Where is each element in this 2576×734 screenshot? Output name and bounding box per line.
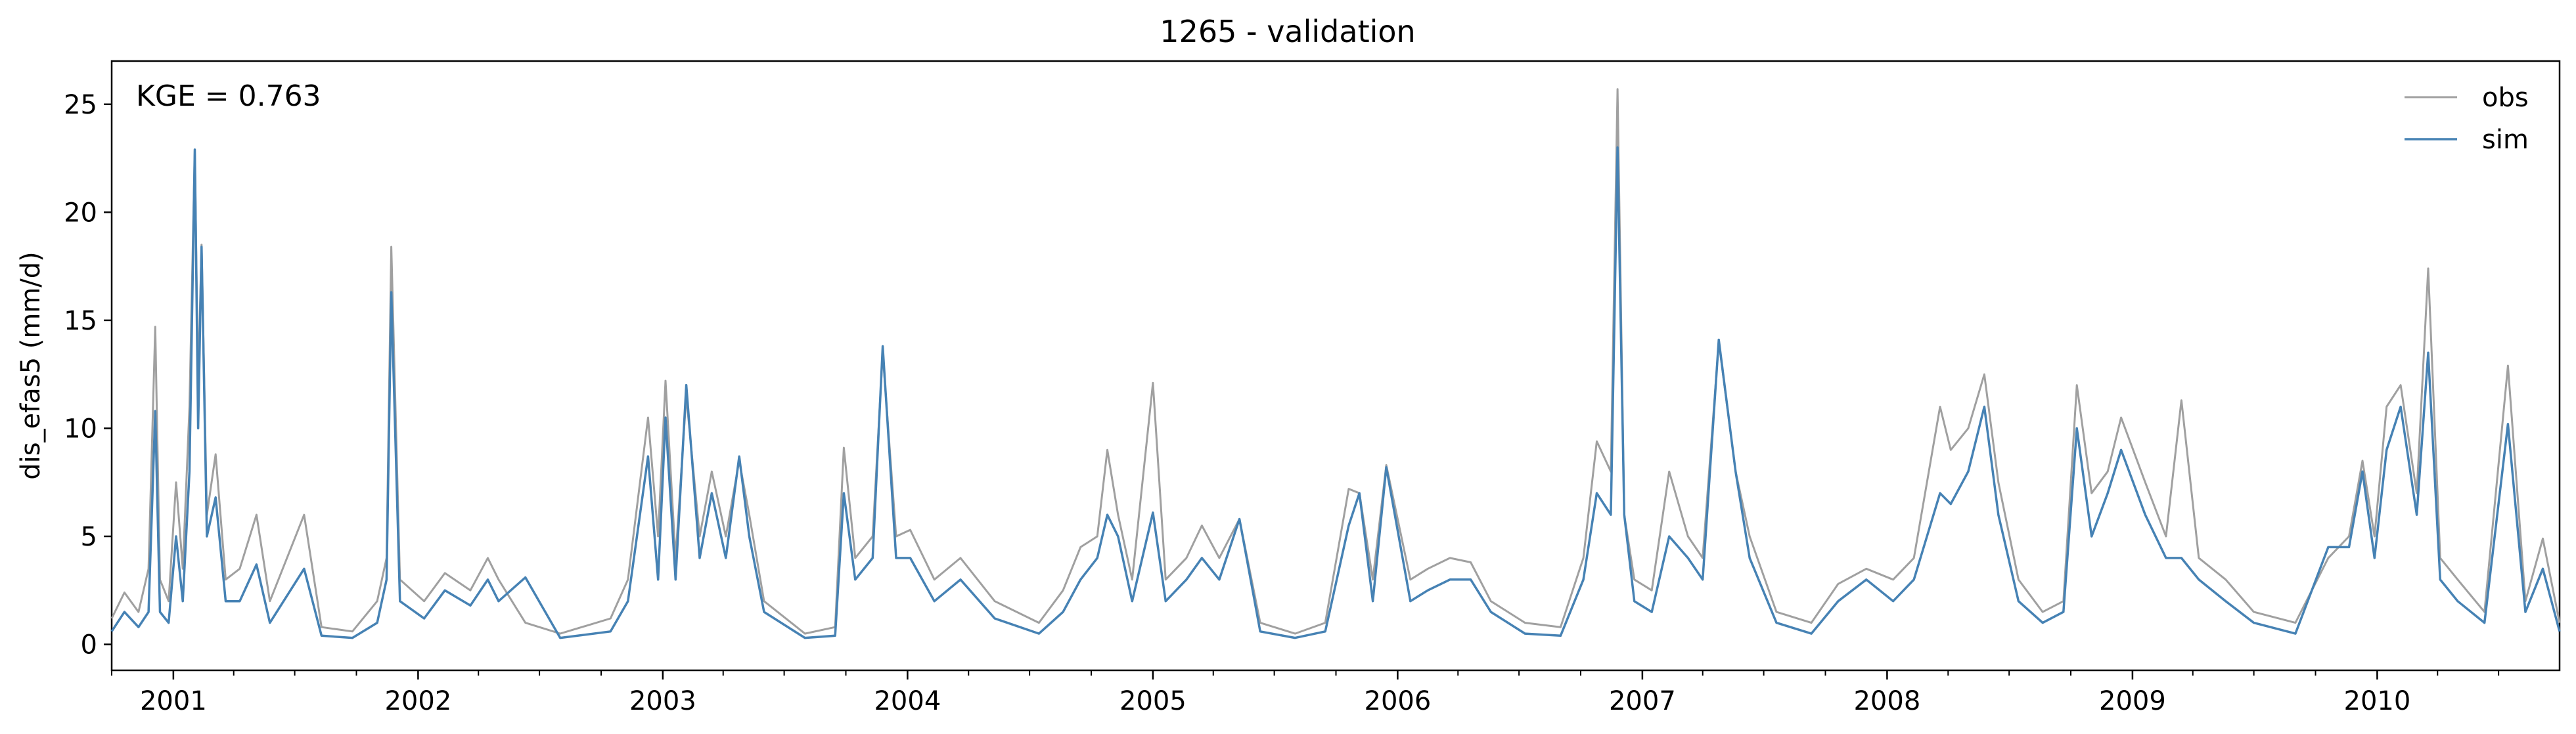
x-tick-label: 2002 bbox=[384, 686, 451, 716]
x-tick-label: 2009 bbox=[2099, 686, 2166, 716]
y-tick-label: 5 bbox=[81, 522, 97, 552]
plot-frame bbox=[110, 60, 2561, 672]
y-tick-label: 15 bbox=[64, 306, 97, 336]
y-tick-label: 10 bbox=[64, 414, 97, 444]
series-layer bbox=[110, 88, 2561, 639]
kge-annotation: KGE = 0.763 bbox=[136, 79, 321, 113]
y-tick-label: 20 bbox=[64, 198, 97, 228]
chart-title: 1265 - validation bbox=[1160, 14, 1415, 49]
x-tick-label: 2006 bbox=[1365, 686, 1432, 716]
y-tick-label: 0 bbox=[81, 630, 97, 660]
legend-label-sim: sim bbox=[2482, 125, 2529, 155]
x-tick-label: 2010 bbox=[2344, 686, 2411, 716]
x-tick-label: 2007 bbox=[1609, 686, 1676, 716]
series-line-obs bbox=[110, 88, 2561, 635]
x-tick-label: 2003 bbox=[629, 686, 696, 716]
legend: obs sim bbox=[2405, 83, 2529, 155]
x-tick-label: 2005 bbox=[1119, 686, 1186, 716]
x-tick-label: 2001 bbox=[140, 686, 207, 716]
y-axis-label: dis_efas5 (mm/d) bbox=[16, 251, 46, 480]
x-axis: 2001 2002 2003 2004 2005 2006 2007 2008 2009 2010 bbox=[111, 670, 2500, 716]
series-line-sim bbox=[110, 146, 2561, 639]
y-tick-label: 25 bbox=[64, 90, 97, 120]
y-axis: 0 5 10 15 20 25 bbox=[64, 90, 112, 660]
x-tick-label: 2004 bbox=[874, 686, 941, 716]
x-tick-label: 2008 bbox=[1853, 686, 1920, 716]
legend-label-obs: obs bbox=[2482, 83, 2529, 113]
